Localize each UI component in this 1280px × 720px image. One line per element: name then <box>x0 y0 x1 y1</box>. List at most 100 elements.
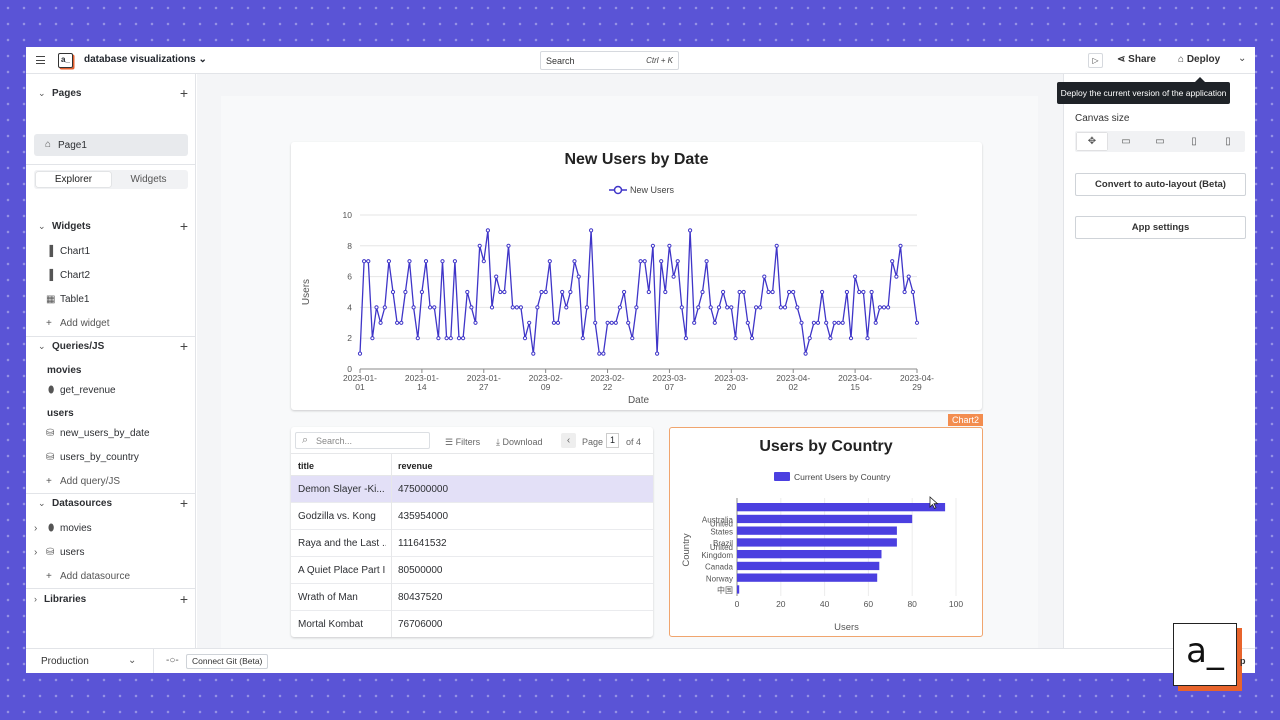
preview-play-button[interactable]: ▷ <box>1088 53 1103 68</box>
share-icon: ⋖ <box>1117 54 1126 65</box>
x-tick-label: 2023-01- <box>467 373 501 383</box>
data-point <box>555 320 561 325</box>
chart2-selection-tag[interactable]: Chart2 <box>947 414 983 426</box>
mouse-cursor-icon <box>929 496 939 510</box>
environment-select[interactable]: Production <box>41 656 89 667</box>
tab-widgets[interactable]: Widgets <box>130 174 167 185</box>
data-point <box>539 289 544 295</box>
libraries-section-header[interactable]: › Libraries + <box>26 589 196 611</box>
table-row[interactable]: Raya and the Last ... 111641532 <box>291 530 653 557</box>
filters-button[interactable]: ☰ Filters <box>445 437 481 447</box>
page-number-input[interactable]: 1 <box>606 433 619 448</box>
tab-explorer[interactable]: Explorer <box>36 172 111 187</box>
table-row[interactable]: Godzilla vs. Kong 435954000 <box>291 503 653 530</box>
data-point <box>675 259 680 264</box>
category-label: United <box>710 543 733 552</box>
widgets-section-header[interactable]: ⌄ Widgets + <box>26 216 196 238</box>
chart-icon: ▐ <box>46 270 54 281</box>
data-point <box>671 274 676 279</box>
chart2-widget[interactable]: Chart2 Users by Country Current Users by… <box>669 414 983 637</box>
app-settings-button[interactable]: App settings <box>1075 216 1246 239</box>
chart1-title: New Users by Date <box>564 151 709 168</box>
chart1-widget[interactable]: New Users by Date New Users 0 2 4 6 8 10 2023-0… <box>291 142 982 410</box>
add-datasource-icon[interactable]: + <box>179 495 188 511</box>
table-row[interactable]: Mortal Kombat 76706000 <box>291 611 653 637</box>
add-query-link[interactable]: + Add query/JS <box>46 476 121 487</box>
query-item-get-revenue[interactable]: ⬮ get_revenue <box>48 385 116 396</box>
table-row[interactable]: Demon Slayer -Ki... 475000000 <box>291 476 653 503</box>
bar <box>737 538 897 547</box>
data-point <box>638 259 643 264</box>
data-point <box>865 336 870 341</box>
data-point <box>861 289 866 295</box>
app-name-dropdown[interactable]: database visualizations ⌄ <box>84 54 207 65</box>
data-point <box>601 351 606 356</box>
fluid-size-icon[interactable]: ✥ <box>1077 133 1107 150</box>
x-axis-title: Users <box>834 622 859 633</box>
download-button[interactable]: ⤓ Download <box>496 437 543 447</box>
add-query-icon[interactable]: + <box>179 338 188 354</box>
add-widget-link[interactable]: + Add widget <box>46 318 110 329</box>
chevron-down-icon[interactable]: ⌄ <box>128 655 137 666</box>
query-item-users-by-country[interactable]: ⛁ users_by_country <box>46 452 139 463</box>
menu-icon[interactable] <box>36 56 45 64</box>
data-point <box>382 305 387 310</box>
add-datasource-link[interactable]: + Add datasource <box>46 571 131 582</box>
deploy-tooltip: Deploy the current version of the applic… <box>1057 77 1230 104</box>
data-point <box>386 259 392 264</box>
datasource-item-users[interactable]: › ⛁ users <box>34 547 85 558</box>
deploy-options-chevron-icon[interactable]: ⌄ <box>1238 53 1247 64</box>
desktop-icon[interactable]: ▭ <box>1121 136 1131 147</box>
home-icon: ⌂ <box>45 139 52 150</box>
category-label: 中国 <box>717 585 733 595</box>
pages-section-header[interactable]: ⌄ Pages + <box>26 83 196 105</box>
tablet-landscape-icon[interactable]: ▭ <box>1155 136 1165 147</box>
data-point <box>589 228 594 233</box>
queries-section-header[interactable]: ⌄ Queries/JS + <box>26 336 196 358</box>
table-row[interactable]: Wrath of Man 80437520 <box>291 584 653 611</box>
tablet-icon[interactable]: ▯ <box>1191 136 1197 147</box>
datasources-section-header[interactable]: ⌄ Datasources + <box>26 493 196 515</box>
deploy-button[interactable]: ⌂ Deploy <box>1178 54 1221 65</box>
prev-page-button[interactable]: ‹ <box>561 433 576 448</box>
explorer-widgets-toggle: Explorer Widgets <box>34 170 188 189</box>
page-item-page1[interactable]: ⌂ Page1 <box>34 134 188 156</box>
data-point <box>844 289 850 295</box>
add-widget-icon[interactable]: + <box>179 218 188 234</box>
data-point <box>811 320 817 325</box>
search-input[interactable]: Search Ctrl + K <box>540 51 679 70</box>
share-button[interactable]: ⋖ Share <box>1117 54 1156 65</box>
postgres-icon: ⛁ <box>46 452 55 463</box>
widget-item-chart1[interactable]: ▐ Chart1 <box>46 246 91 257</box>
y-tick-label: 2 <box>347 333 352 343</box>
divider <box>26 588 196 589</box>
add-page-icon[interactable]: + <box>179 85 188 101</box>
canvas-area: New Users by Date New Users 0 2 4 6 8 10 2023-0… <box>197 74 1063 656</box>
column-header-title[interactable]: title <box>291 453 391 476</box>
mobile-icon[interactable]: ▯ <box>1225 136 1231 147</box>
divider <box>26 336 196 337</box>
x-tick-label-line2: 22 <box>603 382 613 392</box>
query-item-new-users-by-date[interactable]: ⛁ new_users_by_date <box>46 428 150 439</box>
logo-icon[interactable]: a_ <box>58 53 73 68</box>
data-point <box>857 289 862 295</box>
x-tick-label-line2: 01 <box>355 382 365 392</box>
data-point <box>902 289 907 295</box>
table1-widget[interactable]: Search... ☰ Filters ⤓ Download ‹ Page 1 … <box>291 427 653 637</box>
widget-item-chart2[interactable]: ▐ Chart2 <box>46 270 91 281</box>
page-label: Page <box>582 437 604 447</box>
convert-auto-layout-button[interactable]: Convert to auto-layout (Beta) <box>1075 173 1246 196</box>
data-point <box>729 305 734 310</box>
page-label: Page1 <box>58 140 87 151</box>
data-point <box>370 336 375 341</box>
widget-item-table1[interactable]: ▦ Table1 <box>46 294 90 305</box>
x-tick-label: 2023-01- <box>405 373 439 383</box>
data-point <box>617 305 622 310</box>
datasource-item-movies[interactable]: › ⬮ movies <box>34 523 92 534</box>
column-header-revenue[interactable]: revenue <box>391 453 653 476</box>
connect-git-button[interactable]: Connect Git (Beta) <box>186 654 269 669</box>
add-library-icon[interactable]: + <box>179 591 188 607</box>
table-search-input[interactable]: Search... <box>295 432 430 449</box>
data-point <box>432 305 437 310</box>
table-row[interactable]: A Quiet Place Part II 80500000 <box>291 557 653 584</box>
